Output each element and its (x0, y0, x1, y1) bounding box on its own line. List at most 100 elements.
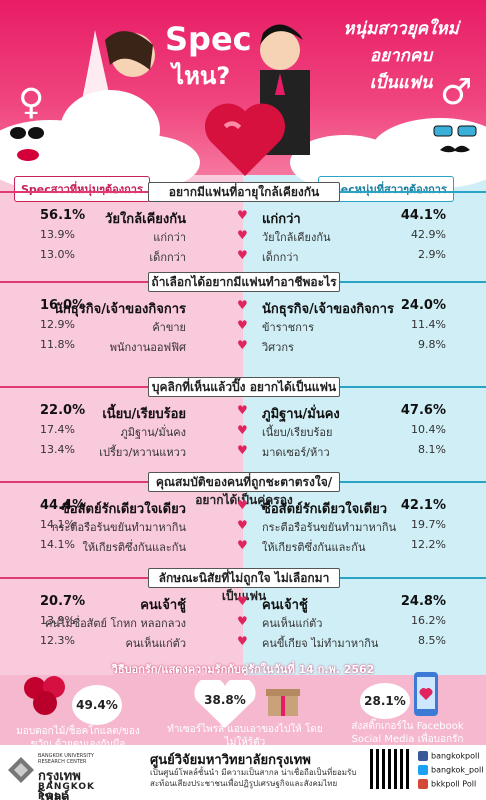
heart-icon: ♥ (237, 634, 248, 648)
male-label: มาดเซอร์/ห้าว (262, 446, 330, 459)
roses-icon (24, 676, 65, 715)
method-1-pct: 49.4% (72, 685, 122, 725)
banner-line-right (338, 191, 486, 193)
section-2-row-2: 12.9% ค้าขาย ♥ ข้าราชการ 11.4% (0, 318, 486, 340)
female-label: คนเห็นแก่ตัว (125, 637, 186, 650)
male-percent: 8.5% (418, 634, 446, 647)
male-percent: 8.1% (418, 443, 446, 456)
female-percent: 13.9% (40, 228, 75, 241)
section-4-row-2: 14.1% กระตือรือร้นขยันทำมาหากิน ♥ กระตือรือ… (0, 518, 486, 540)
male-label: คนขี้เกียจ ไม่ทำมาหากิน (262, 637, 379, 650)
male-label: แก่กว่า (262, 212, 301, 227)
female-percent: 11.8% (40, 338, 75, 351)
logo-thai: กรุงเทพโพลล์ (38, 769, 81, 800)
female-label: คนไม่ซื่อสัตย์ โกหก หลอกลวง (44, 617, 186, 630)
banner-line-right (338, 386, 486, 388)
male-label: นักธุรกิจ/เจ้าของกิจการ (262, 302, 394, 317)
heart-icon: ♥ (237, 208, 248, 222)
org-description: เป็นศูนย์โพลล์ชั้นนำ มีความเป็นสากล น่าเ… (150, 768, 357, 788)
section-1-row-1: 56.1% วัยใกล้เคียงกัน ♥ แก่กว่า 44.1% (0, 208, 486, 230)
section-4-row-3: 14.1% ให้เกียรติซึ่งกันและกัน ♥ ให้เกียรติซ… (0, 538, 486, 560)
section-banner-4: คุณสมบัติของคนที่ถูกชะตาตรงใจ/อยากได้เป็… (0, 470, 486, 507)
glasses-mustache-icon (433, 125, 477, 153)
banner-line-right (338, 481, 486, 483)
female-percent: 14.1% (40, 518, 75, 531)
social-facebook[interactable]: bangkokpoll (418, 751, 479, 761)
female-percent: 12.3% (40, 634, 75, 647)
female-label: เปรี้ยว/หวานแหวว (99, 446, 186, 459)
logo-english: BANGKOK POLL (38, 782, 95, 800)
section-title: บุคลิกที่เห็นแล้วปิ๊ง อยากได้เป็นแฟน (151, 380, 337, 394)
female-label: นักธุรกิจ/เจ้าของกิจการ (54, 302, 186, 317)
section-title: คุณสมบัติของคนที่ถูกชะตาตรงใจ/อยากได้เป็… (155, 475, 333, 507)
twitter-icon (418, 765, 428, 775)
section-title: ถ้าเลือกได้อยากมีแฟนทำอาชีพอะไร (151, 275, 337, 289)
male-percent: 24.0% (400, 298, 446, 313)
male-percent: 47.6% (400, 403, 446, 418)
section-banner-2: ถ้าเลือกได้อยากมีแฟนทำอาชีพอะไร (0, 270, 486, 292)
social-google[interactable]: bkkpoll Poll (418, 779, 476, 789)
sunglasses-lips-icon (10, 127, 44, 161)
female-label: ภูมิฐาน/มั่นคง (120, 426, 186, 439)
subtitle-line-2: อยากคบ (369, 46, 433, 66)
org-name: ศูนย์วิจัยมหาวิทยาลัยกรุงเทพ (150, 753, 311, 768)
title-question: ไหน? (172, 62, 231, 90)
heart-icon: ♥ (237, 498, 248, 512)
female-label: เนี้ยบ/เรียบร้อย (102, 407, 186, 422)
female-percent: 13.0% (40, 248, 75, 261)
male-percent: 11.4% (411, 318, 446, 331)
section-2-row-3: 11.8% พนักงานออฟฟิศ ♥ วิศวกร 9.8% (0, 338, 486, 360)
male-percent: 19.7% (411, 518, 446, 531)
social-twitter[interactable]: bangkok_poll (418, 765, 483, 775)
bride-illustration-icon (60, 30, 160, 160)
gift-box-icon (266, 689, 300, 716)
section-title: อยากมีแฟนที่อายุใกล้เคียงกัน (168, 185, 320, 199)
male-label: คนเจ้าชู้ (262, 598, 308, 613)
banner-line-left (0, 281, 148, 283)
section-3-row-3: 13.4% เปรี้ยว/หวานแหวว ♥ มาดเซอร์/ห้าว 8.1% (0, 443, 486, 465)
method-2-label: ทำเซอร์ไพรส์ แอบเอาของไปให้ โดยไม่ให้รู้… (167, 724, 323, 748)
method-1-label: มอบดอกไม้/ช็อคโกแลต/ของขวัญ ด้วยตนเองกับ… (16, 726, 140, 750)
banner-box: ถ้าเลือกได้อยากมีแฟนทำอาชีพอะไร (148, 272, 340, 292)
female-percent: 16.0% (40, 298, 86, 313)
heart-icon: ♥ (237, 298, 248, 312)
subtitle-line-1: หนุ่มสาวยุคใหม่ (343, 19, 459, 39)
male-percent: 42.9% (411, 228, 446, 241)
title-spec: Spec (165, 20, 252, 58)
qr-code-icon (370, 749, 410, 789)
section-5-row-3: 12.3% คนเห็นแก่ตัว ♥ คนขี้เกียจ ไม่ทำมาหากิ… (0, 634, 486, 656)
method-2-pct: 38.8% (204, 693, 246, 707)
hero-banner: Spec ไหน? หนุ่มสาวยุคใหม่ อยากคบ เป็นแฟน… (0, 0, 486, 190)
section-5-row-1: 20.7% คนเจ้าชู้ ♥ คนเจ้าชู้ 24.8% (0, 594, 486, 616)
female-percent: 17.4% (40, 423, 75, 436)
logo-small-text: BANGKOK UNIVERSITY RESEARCH CENTER (38, 753, 94, 765)
section-2-row-1: 16.0% นักธุรกิจ/เจ้าของกิจการ ♥ นักธุรกิจ/เ… (0, 298, 486, 320)
valentine-heading: วิธีบอกรัก/แสดงความรักกับคู่รักในวันที่ … (111, 663, 375, 676)
banner-line-left (0, 191, 148, 193)
male-percent: 42.1% (400, 498, 446, 513)
male-percent: 10.4% (411, 423, 446, 436)
banner-line-right (338, 281, 486, 283)
method-3-label: ส่งสติ๊กเกอร์ใน Facebook Social Media เพ… (351, 721, 464, 745)
heart-icon: ♥ (237, 228, 248, 242)
male-percent: 44.1% (400, 208, 446, 223)
male-label: เนี้ยบ/เรียบร้อย (262, 426, 333, 439)
section-1-row-2: 13.9% แก่กว่า ♥ วัยใกล้เคียงกัน 42.9% (0, 228, 486, 250)
heart-bubble-icon (194, 680, 256, 728)
section-4-row-1: 44.4% ซื่อสัตย์รักเดียวใจเดียว ♥ ซื่อสัตย์ร… (0, 498, 486, 520)
female-label: คนเจ้าชู้ (140, 598, 186, 613)
female-percent: 22.0% (40, 403, 86, 418)
banner-box: คุณสมบัติของคนที่ถูกชะตาตรงใจ/อยากได้เป็… (148, 472, 340, 507)
valentine-methods: 49.4% มอบดอกไม้/ช็อคโกแลต/ของขวัญ ด้วยตน… (0, 672, 486, 750)
heart-icon: ♥ (237, 443, 248, 457)
footer: BANGKOK UNIVERSITY RESEARCH CENTER กรุงเ… (0, 745, 486, 800)
male-percent: 2.9% (418, 248, 446, 261)
female-percent: 14.1% (40, 538, 75, 551)
bangkok-poll-logo: BANGKOK UNIVERSITY RESEARCH CENTER กรุงเ… (4, 749, 104, 800)
male-label: ข้าราชการ (262, 321, 314, 334)
banner-box: ลักษณะนิสัยที่ไม่ถูกใจ ไม่เลือกมาเป็นแฟน (148, 568, 340, 603)
section-1-row-3: 13.0% เด็กกว่า ♥ เด็กกว่า 2.9% (0, 248, 486, 270)
section-title: ลักษณะนิสัยที่ไม่ถูกใจ ไม่เลือกมาเป็นแฟน (158, 571, 330, 603)
banner-line-left (0, 577, 148, 579)
banner-line-left (0, 386, 148, 388)
